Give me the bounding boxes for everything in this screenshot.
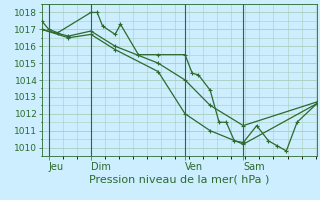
X-axis label: Pression niveau de la mer( hPa ): Pression niveau de la mer( hPa ) — [89, 174, 269, 184]
